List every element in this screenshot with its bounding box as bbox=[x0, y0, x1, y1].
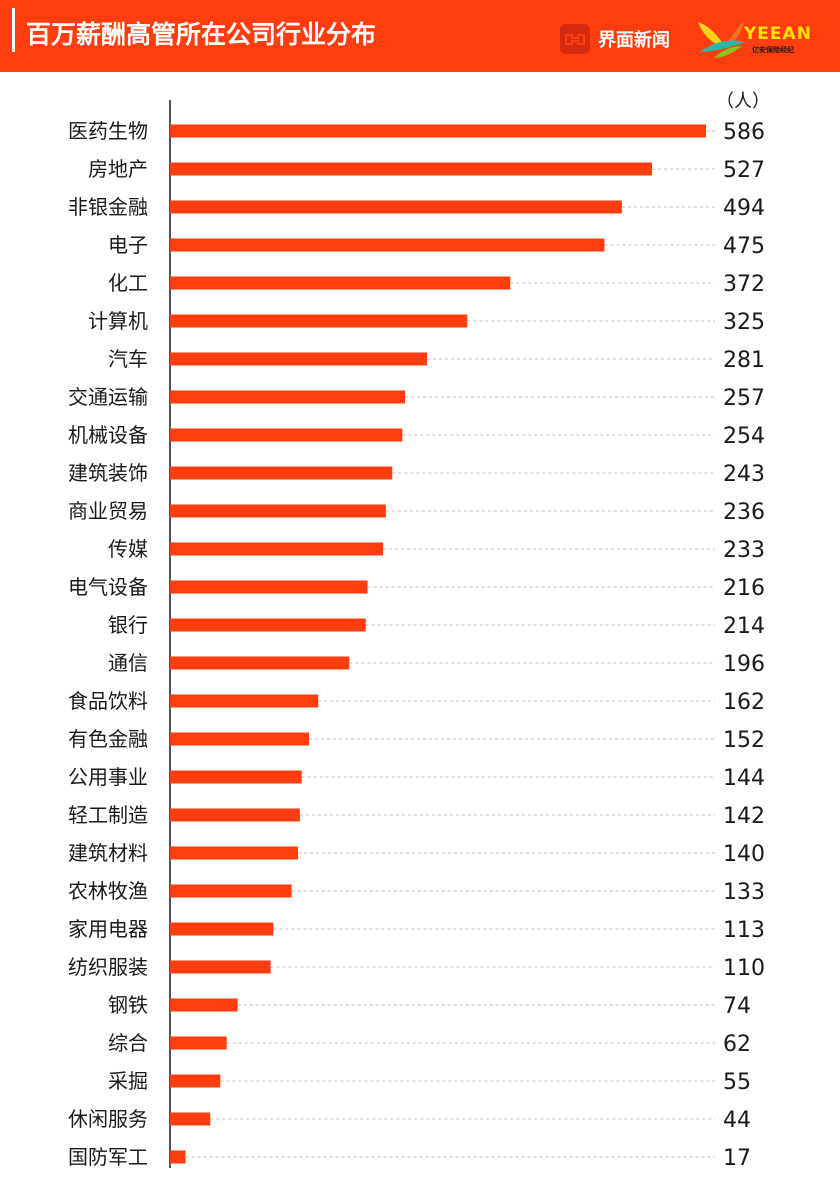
bar bbox=[170, 200, 622, 214]
jiemian-logo-icon bbox=[560, 24, 590, 54]
bar bbox=[170, 656, 350, 670]
category-label: 家用电器 bbox=[68, 917, 148, 941]
value-label: 254 bbox=[723, 424, 765, 449]
header-banner: 百万薪酬高管所在公司行业分布 界面新闻 YEEAN 亿安保险经纪 bbox=[0, 0, 840, 72]
category-label: 建筑材料 bbox=[68, 841, 148, 865]
page-title: 百万薪酬高管所在公司行业分布 bbox=[26, 20, 377, 49]
value-label: 527 bbox=[723, 158, 765, 183]
category-label: 综合 bbox=[108, 1031, 148, 1055]
bar-chart: （人） 医药生物 586 房地产 527 非银金融 494 电子 475 化工 372 计算机 325… bbox=[68, 91, 770, 1171]
value-label: 44 bbox=[723, 1108, 751, 1133]
value-label: 17 bbox=[723, 1146, 751, 1171]
bar bbox=[170, 808, 300, 822]
value-label: 475 bbox=[723, 234, 765, 259]
value-label: 214 bbox=[723, 614, 765, 639]
bar bbox=[170, 998, 238, 1012]
value-label: 281 bbox=[723, 348, 765, 373]
yeean-wordmark: YEEAN bbox=[744, 24, 812, 44]
value-label: 586 bbox=[723, 120, 765, 145]
category-label: 商业贸易 bbox=[68, 499, 148, 523]
bar bbox=[170, 580, 368, 594]
value-label: 325 bbox=[723, 310, 765, 335]
category-label: 国防军工 bbox=[68, 1145, 148, 1169]
bar bbox=[170, 162, 653, 176]
category-label: 交通运输 bbox=[68, 385, 148, 409]
category-label: 钢铁 bbox=[108, 993, 148, 1017]
value-label: 140 bbox=[723, 842, 765, 867]
category-label: 纺织服装 bbox=[68, 955, 148, 979]
yeean-subtitle: 亿安保险经纪 bbox=[752, 46, 794, 54]
bar bbox=[170, 960, 271, 974]
category-label: 通信 bbox=[108, 651, 148, 675]
category-label: 电子 bbox=[108, 233, 148, 257]
bar bbox=[170, 466, 393, 480]
value-label: 110 bbox=[723, 956, 765, 981]
value-label: 144 bbox=[723, 766, 765, 791]
yeean-brand: YEEAN 亿安保险经纪 bbox=[694, 14, 811, 62]
category-label: 电气设备 bbox=[68, 575, 148, 599]
value-label: 196 bbox=[723, 652, 765, 677]
category-label: 化工 bbox=[108, 271, 148, 295]
value-label: 233 bbox=[723, 538, 765, 563]
bar bbox=[170, 352, 428, 366]
category-label: 医药生物 bbox=[68, 119, 148, 143]
category-label: 有色金融 bbox=[68, 727, 148, 751]
bar bbox=[170, 618, 366, 632]
value-label: 152 bbox=[723, 728, 765, 753]
bar bbox=[170, 846, 299, 860]
category-label: 采掘 bbox=[108, 1069, 148, 1093]
bar bbox=[170, 124, 706, 138]
bar bbox=[170, 276, 511, 290]
value-label: 257 bbox=[723, 386, 765, 411]
bar bbox=[170, 1036, 227, 1050]
category-label: 轻工制造 bbox=[68, 803, 148, 827]
yeean-logo-icon bbox=[698, 20, 746, 58]
bar bbox=[170, 1150, 186, 1164]
bar bbox=[170, 504, 386, 518]
value-label: 62 bbox=[723, 1032, 751, 1057]
value-label: 243 bbox=[723, 462, 765, 487]
bar bbox=[170, 238, 605, 252]
bar bbox=[170, 390, 406, 404]
jiemian-brand: 界面新闻 bbox=[560, 22, 670, 56]
bar bbox=[170, 542, 384, 556]
category-label: 非银金融 bbox=[68, 195, 148, 219]
bar bbox=[170, 1074, 221, 1088]
category-label: 机械设备 bbox=[68, 423, 148, 447]
bar bbox=[170, 1112, 211, 1126]
category-label: 计算机 bbox=[88, 309, 148, 333]
bar bbox=[170, 732, 310, 746]
category-label: 食品饮料 bbox=[68, 689, 148, 713]
jiemian-brand-name: 界面新闻 bbox=[598, 30, 670, 51]
value-label: 133 bbox=[723, 880, 765, 905]
value-label: 74 bbox=[723, 994, 751, 1019]
value-label: 236 bbox=[723, 500, 765, 525]
bar bbox=[170, 694, 319, 708]
value-label: 113 bbox=[723, 918, 765, 943]
category-label: 传媒 bbox=[108, 537, 148, 561]
value-label: 372 bbox=[723, 272, 765, 297]
category-label: 休闲服务 bbox=[68, 1107, 148, 1131]
category-label: 汽车 bbox=[108, 347, 148, 371]
bar bbox=[170, 884, 292, 898]
value-label: 142 bbox=[723, 804, 765, 829]
category-label: 农林牧渔 bbox=[68, 879, 148, 903]
unit-label: （人） bbox=[716, 91, 770, 112]
value-label: 216 bbox=[723, 576, 765, 601]
bar bbox=[170, 770, 302, 784]
bar bbox=[170, 428, 403, 442]
category-label: 银行 bbox=[108, 613, 148, 637]
bar bbox=[170, 922, 274, 936]
value-label: 494 bbox=[723, 196, 765, 221]
value-label: 55 bbox=[723, 1070, 751, 1095]
value-label: 162 bbox=[723, 690, 765, 715]
category-label: 公用事业 bbox=[68, 765, 148, 789]
header-accent-bar bbox=[12, 8, 15, 52]
category-label: 建筑装饰 bbox=[68, 461, 148, 485]
category-label: 房地产 bbox=[88, 157, 148, 181]
bar bbox=[170, 314, 468, 328]
